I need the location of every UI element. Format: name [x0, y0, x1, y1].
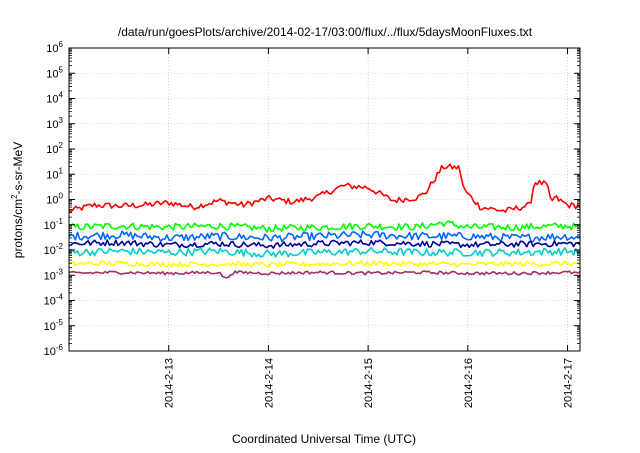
series-line-4: [68, 246, 581, 258]
y-tick-label: 106: [46, 40, 63, 55]
x-tick-label: 2014-2-13: [164, 358, 176, 408]
series-line-1: [68, 220, 581, 233]
y-tick-label: 10-3: [44, 267, 64, 282]
series-line-0: [68, 163, 581, 213]
x-tick-labels: 2014-2-13 2014-2-14 2014-2-15 2014-2-16 2014…: [164, 358, 575, 408]
series-line-5: [68, 259, 581, 268]
chart-title: /data/run/goesPlots/archive/2014-02-17/0…: [118, 25, 533, 39]
y-tick-label: 10-4: [44, 293, 64, 308]
y-tick-label: 10-1: [44, 217, 64, 232]
series-line-3: [68, 239, 581, 249]
series-line-6: [68, 270, 581, 279]
x-tick-label: 2014-2-15: [363, 358, 375, 408]
series-layer: [68, 163, 581, 279]
y-tick-label: 10-2: [44, 242, 64, 257]
axes: [68, 47, 581, 352]
y-tick-label: 101: [46, 166, 63, 181]
grid: [69, 47, 580, 352]
y-tick-label: 105: [46, 65, 63, 80]
x-tick-label: 2014-2-17: [563, 358, 575, 408]
y-tick-label: 100: [46, 192, 63, 207]
y-tick-labels: 10-6 10-5 10-4 10-3 10-2 10-1 100 101 102 103 104 1…: [44, 40, 64, 358]
y-tick-label: 102: [46, 141, 63, 156]
x-tick-label: 2014-2-16: [463, 358, 475, 408]
y-tick-label: 103: [46, 116, 63, 131]
series-line-2: [68, 230, 581, 243]
y-tick-label: 104: [46, 91, 63, 106]
y-axis-label: protons/cm2-s-sr-MeV: [10, 142, 25, 258]
y-tick-label: 10-6: [44, 343, 64, 358]
x-tick-label: 2014-2-14: [263, 358, 275, 408]
y-tick-label: 10-5: [44, 318, 64, 333]
x-axis-label: Coordinated Universal Time (UTC): [232, 432, 416, 446]
